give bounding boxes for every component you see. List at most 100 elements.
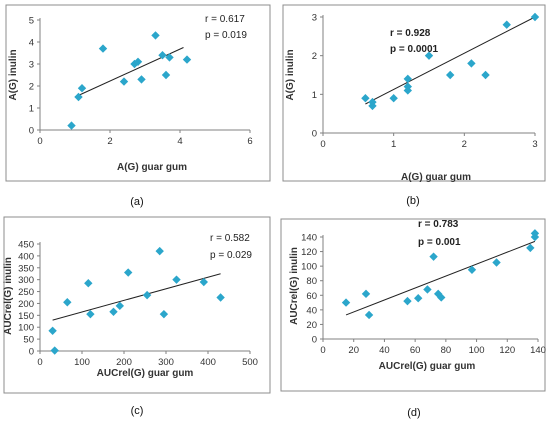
x-tick-label: 140 bbox=[530, 345, 546, 356]
data-point bbox=[530, 229, 540, 238]
y-tick-label: 400 bbox=[18, 251, 34, 262]
x-axis-label: A(G) guar gum bbox=[401, 172, 471, 183]
y-tick-label: 60 bbox=[306, 291, 317, 302]
y-axis-label: AUCrel(G) inulin bbox=[3, 257, 14, 335]
panel-a: 0 2 4 6 0 1 2 3 4 5 r = 0.617 p = 0.019 A(G) guar gu… bbox=[0, 0, 275, 211]
y-tick-label: 350 bbox=[18, 263, 34, 274]
data-point bbox=[98, 44, 108, 53]
y-tick-label: 3 bbox=[29, 60, 34, 71]
p-annotation: p = 0.019 bbox=[205, 30, 247, 41]
data-point bbox=[84, 279, 93, 288]
y-tick-label: 0 bbox=[312, 129, 317, 140]
x-tick-label: 100 bbox=[74, 357, 90, 368]
data-point bbox=[481, 70, 490, 80]
data-point bbox=[530, 12, 540, 22]
panel-d: 0 20 40 60 80 100 120 140 0 20 40 60 80 100 120 140 r = … bbox=[275, 211, 550, 423]
trendline bbox=[365, 16, 536, 105]
x-axis-label: A(G) guar gum bbox=[117, 162, 187, 173]
x-tick-label: 2 bbox=[462, 139, 467, 150]
chart-b: 0 1 2 3 0 1 2 3 r = 0.928 p = 0.0001 A(G) guar gum… bbox=[282, 4, 546, 207]
data-point bbox=[492, 258, 501, 267]
y-tick-label: 1 bbox=[312, 90, 317, 101]
data-point bbox=[67, 121, 76, 130]
data-point bbox=[137, 75, 146, 84]
data-point bbox=[361, 94, 370, 103]
chart-c: 0 100 200 300 400 500050100150200250300350400… bbox=[3, 216, 271, 417]
data-point bbox=[389, 94, 398, 103]
panel-c: 0 100 200 300 400 500 0 50 100 150 200 250 300 350 400… bbox=[0, 211, 275, 423]
data-point bbox=[446, 70, 455, 80]
data-point bbox=[403, 82, 412, 91]
r-annotation: r = 0.617 bbox=[205, 14, 245, 25]
y-tick-label: 100 bbox=[301, 262, 317, 273]
x-tick-label: 20 bbox=[348, 345, 359, 356]
data-point bbox=[182, 55, 192, 64]
panel-caption: (b) bbox=[406, 195, 419, 207]
data-point bbox=[502, 20, 511, 29]
data-point bbox=[130, 59, 139, 69]
x-tick-label: 0 bbox=[37, 357, 42, 368]
y-tick-label: 300 bbox=[18, 275, 34, 286]
data-point bbox=[467, 59, 476, 68]
data-point bbox=[414, 294, 423, 303]
y-tick-label: 3 bbox=[312, 13, 317, 24]
data-point bbox=[151, 31, 160, 40]
chart-frame bbox=[3, 216, 271, 394]
p-annotation: p = 0.001 bbox=[418, 237, 461, 248]
x-tick-label: 80 bbox=[441, 345, 452, 356]
data-point bbox=[364, 310, 374, 320]
y-axis-label: A(G) inulin bbox=[8, 49, 19, 100]
data-point bbox=[467, 265, 477, 274]
data-point bbox=[161, 70, 171, 80]
y-tick-label: 200 bbox=[18, 299, 34, 310]
x-tick-label: 1 bbox=[391, 139, 396, 150]
data-point bbox=[115, 301, 124, 311]
data-point bbox=[403, 296, 412, 306]
x-tick-label: 120 bbox=[499, 345, 515, 356]
x-tick-label: 0 bbox=[320, 345, 325, 356]
y-tick-label: 0 bbox=[29, 126, 34, 137]
data-point bbox=[429, 252, 438, 261]
p-annotation: p = 0.029 bbox=[210, 250, 252, 261]
panel-caption: (a) bbox=[130, 196, 143, 208]
y-tick-label: 1 bbox=[29, 104, 34, 115]
chart-frame bbox=[280, 218, 546, 392]
x-tick-label: 3 bbox=[532, 139, 537, 150]
data-point bbox=[424, 51, 434, 60]
trendline bbox=[345, 240, 536, 316]
data-point bbox=[109, 307, 118, 316]
data-point bbox=[74, 92, 83, 102]
chart-frame bbox=[282, 4, 546, 182]
x-tick-label: 200 bbox=[116, 357, 132, 368]
y-tick-label: 150 bbox=[18, 311, 34, 322]
y-tick-label: 120 bbox=[301, 247, 317, 258]
data-point bbox=[63, 298, 72, 307]
p-annotation: p = 0.0001 bbox=[390, 44, 439, 55]
data-point bbox=[403, 74, 412, 84]
data-point bbox=[368, 97, 377, 107]
x-tick-label: 6 bbox=[247, 136, 252, 147]
x-tick-label: 500 bbox=[242, 357, 258, 368]
y-axis-label: AUCrel(G) inulin bbox=[289, 247, 300, 325]
data-point bbox=[77, 84, 87, 93]
chart-frame bbox=[5, 4, 271, 182]
x-axis-label: AUCrel(G) guar gum bbox=[97, 368, 194, 379]
y-tick-label: 250 bbox=[18, 287, 34, 298]
r-annotation: r = 0.783 bbox=[418, 219, 459, 230]
x-tick-label: 100 bbox=[469, 345, 485, 356]
data-point bbox=[159, 309, 169, 319]
y-tick-label: 0 bbox=[312, 335, 317, 346]
data-point bbox=[124, 268, 133, 277]
y-axis-label: A(G) inulin bbox=[285, 49, 296, 100]
y-tick-label: 4 bbox=[29, 38, 34, 49]
x-tick-label: 2 bbox=[107, 136, 112, 147]
x-tick-label: 400 bbox=[200, 357, 216, 368]
y-tick-label: 0 bbox=[29, 347, 34, 358]
chart-d: 0 20 40 60 80 100 120 140 0 20 40 60 80 100 120 140 r = … bbox=[280, 218, 546, 419]
x-axis-label: AUCrel(G) guar gum bbox=[379, 361, 476, 372]
y-tick-label: 80 bbox=[306, 276, 317, 287]
panel-b: 0 1 2 3 0 1 2 3 r = 0.928 p = 0.0001 A(G) guar gum… bbox=[275, 0, 550, 211]
y-tick-label: 2 bbox=[312, 51, 317, 62]
data-point bbox=[526, 243, 535, 253]
data-point bbox=[86, 309, 95, 319]
